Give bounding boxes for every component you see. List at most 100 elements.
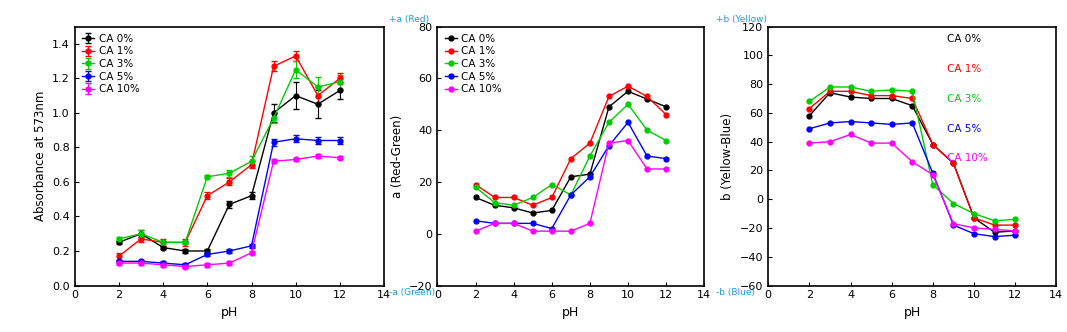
CA 0% [824, 91, 837, 95]
CA 1% [584, 141, 596, 145]
CA 5% [584, 175, 596, 179]
CA 10% [489, 221, 501, 225]
CA 5% [545, 226, 558, 230]
CA 10% [564, 229, 577, 233]
CA 5% [659, 157, 672, 161]
CA 0% [659, 105, 672, 109]
CA 1% [564, 157, 577, 161]
CA 0% [526, 211, 539, 215]
CA 1% [489, 196, 501, 200]
Line: CA 1%: CA 1% [807, 89, 1018, 227]
Y-axis label: a (Red-Green): a (Red-Green) [391, 115, 403, 198]
CA 1% [507, 196, 520, 200]
CA 0% [507, 206, 520, 210]
CA 5% [824, 121, 837, 125]
CA 10% [584, 221, 596, 225]
Text: -b (Blue): -b (Blue) [716, 288, 755, 297]
CA 0% [640, 97, 653, 101]
CA 0% [844, 95, 857, 99]
Line: CA 5%: CA 5% [807, 119, 1018, 239]
CA 3% [564, 193, 577, 197]
CA 1% [844, 89, 857, 93]
CA 0% [947, 161, 960, 165]
CA 3% [1008, 217, 1021, 221]
CA 1% [640, 95, 653, 99]
Line: CA 10%: CA 10% [807, 132, 1018, 233]
CA 5% [469, 219, 482, 223]
CA 0% [489, 203, 501, 207]
CA 0% [906, 104, 919, 108]
CA 10% [864, 141, 877, 145]
CA 3% [926, 183, 939, 187]
CA 1% [622, 84, 635, 88]
Legend: CA 0%, CA 1%, CA 3%, CA 5%, CA 10%: CA 0%, CA 1%, CA 3%, CA 5%, CA 10% [443, 32, 505, 96]
CA 1% [886, 94, 898, 98]
CA 3% [507, 203, 520, 207]
CA 10% [906, 160, 919, 164]
CA 10% [545, 229, 558, 233]
CA 3% [584, 154, 596, 158]
CA 5% [886, 123, 898, 126]
CA 3% [640, 128, 653, 132]
CA 3% [824, 85, 837, 89]
Text: CA 0%: CA 0% [946, 34, 981, 44]
CA 0% [988, 230, 1001, 234]
CA 3% [489, 201, 501, 205]
CA 3% [906, 89, 919, 93]
Y-axis label: b (Yellow-Blue): b (Yellow-Blue) [721, 113, 734, 200]
Text: -a (Green): -a (Green) [389, 288, 435, 297]
CA 3% [844, 85, 857, 89]
CA 1% [1008, 223, 1021, 227]
CA 1% [545, 196, 558, 200]
CA 3% [803, 99, 816, 103]
Text: CA 10%: CA 10% [946, 153, 988, 163]
Y-axis label: Absorbance at 573nm: Absorbance at 573nm [33, 91, 47, 221]
CA 5% [489, 221, 501, 225]
Line: CA 1%: CA 1% [473, 84, 669, 208]
CA 10% [640, 167, 653, 171]
CA 0% [603, 105, 616, 109]
CA 10% [947, 222, 960, 226]
CA 5% [564, 193, 577, 197]
CA 5% [968, 232, 981, 236]
CA 10% [844, 132, 857, 136]
CA 5% [622, 121, 635, 124]
CA 10% [988, 227, 1001, 231]
X-axis label: pH: pH [221, 306, 238, 319]
CA 5% [1008, 233, 1021, 237]
CA 3% [545, 183, 558, 187]
Text: +b (Yellow): +b (Yellow) [716, 15, 767, 24]
CA 0% [926, 142, 939, 146]
X-axis label: pH: pH [904, 306, 921, 319]
CA 5% [603, 144, 616, 148]
CA 10% [603, 141, 616, 145]
CA 5% [864, 121, 877, 125]
CA 0% [584, 172, 596, 176]
CA 10% [968, 226, 981, 230]
CA 1% [926, 142, 939, 146]
Line: CA 3%: CA 3% [473, 102, 669, 208]
CA 3% [968, 211, 981, 215]
CA 10% [526, 229, 539, 233]
CA 5% [906, 121, 919, 125]
Line: CA 0%: CA 0% [807, 90, 1018, 235]
CA 5% [947, 223, 960, 227]
CA 10% [622, 138, 635, 142]
CA 3% [659, 138, 672, 142]
CA 0% [864, 97, 877, 101]
CA 1% [603, 95, 616, 99]
CA 5% [526, 221, 539, 225]
CA 1% [968, 216, 981, 220]
CA 10% [1008, 229, 1021, 233]
CA 3% [469, 185, 482, 189]
Legend: CA 0%, CA 1%, CA 3%, CA 5%, CA 10%: CA 0%, CA 1%, CA 3%, CA 5%, CA 10% [80, 32, 142, 96]
CA 0% [564, 175, 577, 179]
Text: +a (Red): +a (Red) [389, 15, 430, 24]
CA 1% [469, 183, 482, 187]
CA 1% [864, 94, 877, 98]
CA 0% [469, 196, 482, 200]
CA 3% [864, 89, 877, 93]
CA 5% [640, 154, 653, 158]
CA 0% [803, 114, 816, 118]
CA 5% [988, 235, 1001, 239]
